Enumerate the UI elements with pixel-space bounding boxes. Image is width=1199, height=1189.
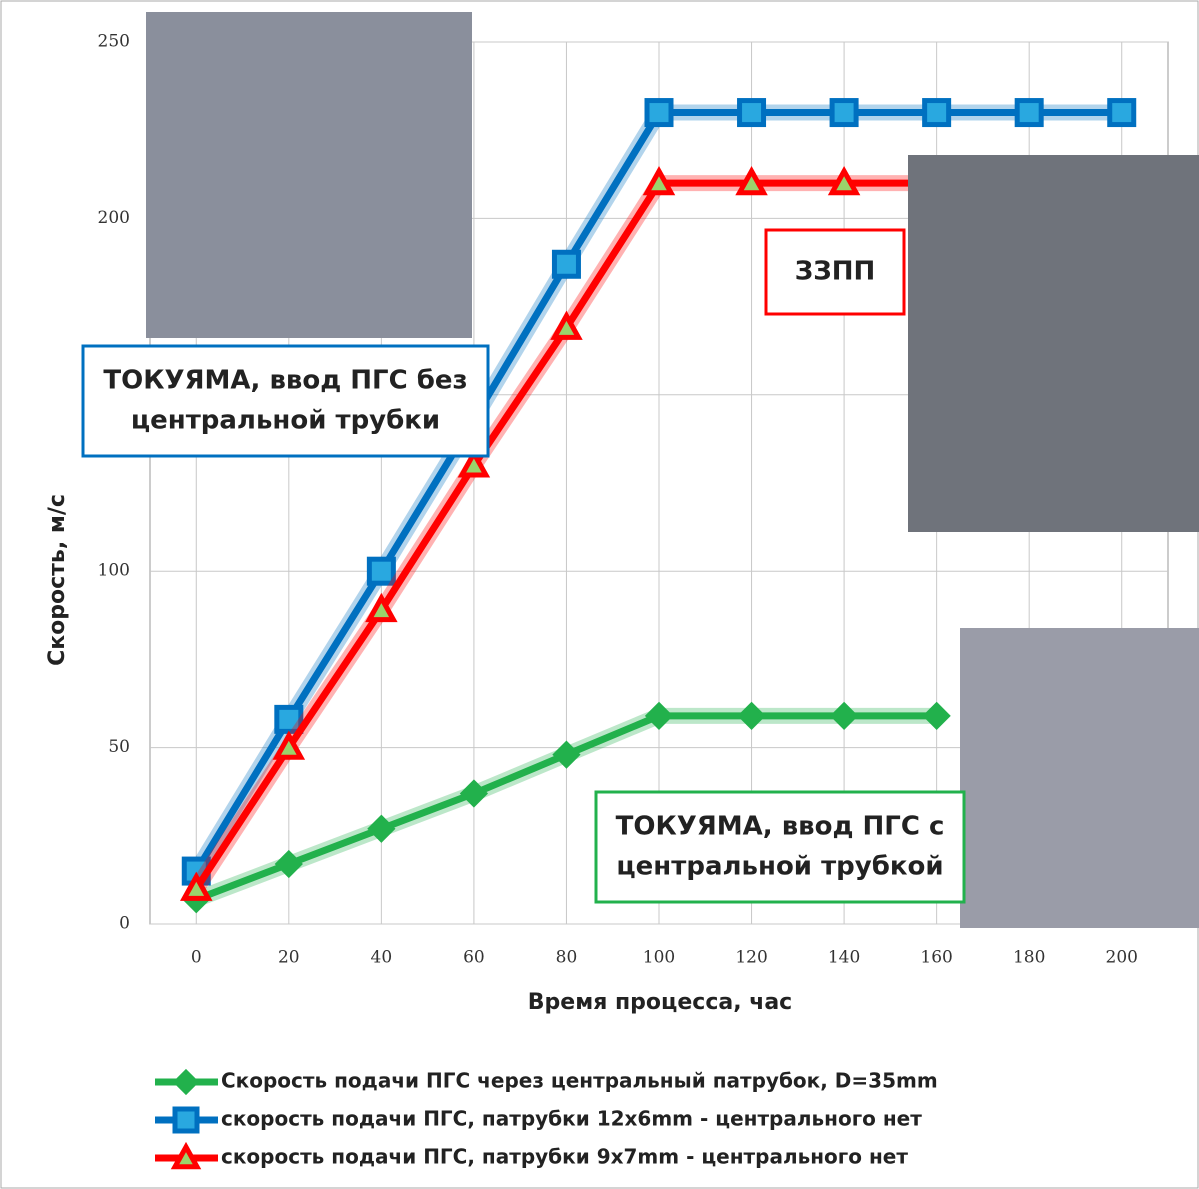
x-tick-label: 0 xyxy=(191,948,202,968)
marker xyxy=(554,252,578,276)
y-tick-label: 200 xyxy=(98,208,130,228)
photo xyxy=(960,628,1199,928)
annotation-box xyxy=(83,346,488,456)
marker xyxy=(740,101,764,125)
y-tick-label: 50 xyxy=(108,737,130,757)
x-tick-label: 20 xyxy=(278,948,300,968)
photo xyxy=(146,12,472,338)
x-tick-label: 160 xyxy=(920,948,952,968)
x-tick-label: 100 xyxy=(643,948,675,968)
annotation-text: ЗЗПП xyxy=(795,257,875,287)
x-tick-label: 180 xyxy=(1013,948,1045,968)
marker xyxy=(369,559,393,583)
x-tick-label: 60 xyxy=(463,948,485,968)
y-tick-label: 250 xyxy=(98,32,130,52)
marker xyxy=(832,101,856,125)
x-tick-label: 40 xyxy=(371,948,393,968)
photo xyxy=(908,155,1199,532)
x-tick-label: 140 xyxy=(828,948,860,968)
page: {"chart_data": {"type": "line", "x_label… xyxy=(0,0,1199,1189)
legend-label: Скорость подачи ПГС через центральный па… xyxy=(221,1069,938,1093)
chart: 0501001502002500204060801001201401601802… xyxy=(0,0,1199,1189)
y-tick-label: 0 xyxy=(119,914,130,934)
legend-label: скорость подачи ПГС, патрубки 12x6mm - ц… xyxy=(221,1107,922,1131)
marker xyxy=(175,1109,197,1131)
marker xyxy=(1017,101,1041,125)
x-tick-label: 80 xyxy=(556,948,578,968)
annotation-box xyxy=(596,792,964,902)
annotation-text: центральной трубки xyxy=(131,406,440,436)
marker xyxy=(647,101,671,125)
annotation-text: центральной трубкой xyxy=(616,852,943,882)
x-tick-label: 120 xyxy=(735,948,767,968)
y-tick-label: 100 xyxy=(98,561,130,581)
annotation-text: ТОКУЯМА, ввод ПГС с xyxy=(616,812,945,842)
x-axis-label: Время процесса, час xyxy=(528,990,792,1015)
annotation-text: ТОКУЯМА, ввод ПГС без xyxy=(103,366,467,396)
legend-label: скорость подачи ПГС, патрубки 9x7mm - це… xyxy=(221,1145,908,1169)
marker xyxy=(1110,101,1134,125)
legend: Скорость подачи ПГС через центральный па… xyxy=(155,1069,938,1169)
x-tick-label: 200 xyxy=(1106,948,1138,968)
marker xyxy=(925,101,949,125)
y-axis-label: Скорость, м/с xyxy=(45,494,70,666)
